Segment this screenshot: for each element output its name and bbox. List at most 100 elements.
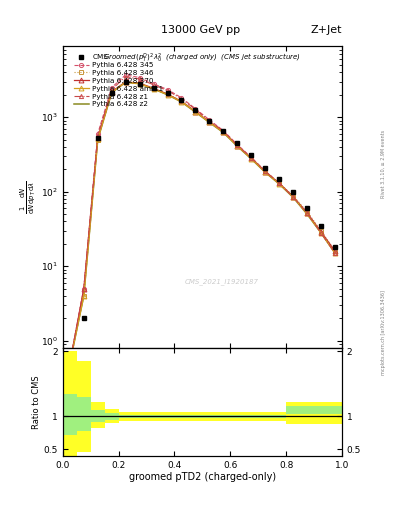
CMS <box>221 127 226 134</box>
Pythia 6.428 345 <box>249 154 253 160</box>
Pythia 6.428 346 <box>151 86 156 92</box>
Pythia 6.428 345 <box>179 95 184 101</box>
Pythia 6.428 z1 <box>305 210 309 216</box>
Pythia 6.428 370 <box>95 135 100 141</box>
Pythia 6.428 345 <box>277 180 281 186</box>
CMS <box>332 244 337 250</box>
Pythia 6.428 370 <box>277 180 281 186</box>
Pythia 6.428 345 <box>95 131 100 137</box>
Pythia 6.428 z1 <box>81 286 86 292</box>
Pythia 6.428 346 <box>95 137 100 143</box>
Pythia 6.428 z1 <box>95 133 100 139</box>
Pythia 6.428 z1 <box>123 74 128 80</box>
Pythia 6.428 370 <box>193 109 198 115</box>
Y-axis label: Ratio to CMS: Ratio to CMS <box>32 375 41 429</box>
Pythia 6.428 z2 <box>235 143 240 150</box>
Pythia 6.428 z2 <box>68 360 72 366</box>
Pythia 6.428 z2 <box>165 92 170 98</box>
Pythia 6.428 370 <box>332 248 337 254</box>
CMS <box>277 176 281 182</box>
Pythia 6.428 z1 <box>193 106 198 113</box>
Pythia 6.428 z2 <box>207 119 212 125</box>
Pythia 6.428 ambt1 <box>207 119 212 125</box>
Pythia 6.428 ambt1 <box>305 210 309 217</box>
Pythia 6.428 345 <box>332 250 337 256</box>
Pythia 6.428 z1 <box>277 180 281 186</box>
Pythia 6.428 370 <box>305 210 309 216</box>
Pythia 6.428 z2 <box>332 250 337 256</box>
Pythia 6.428 345 <box>193 105 198 112</box>
Text: Rivet 3.1.10, ≥ 2.9M events: Rivet 3.1.10, ≥ 2.9M events <box>381 130 386 198</box>
Pythia 6.428 370 <box>109 89 114 95</box>
Text: Groomed$(p_T^D)^2\lambda_0^2$  (charged only)  (CMS jet substructure): Groomed$(p_T^D)^2\lambda_0^2$ (charged o… <box>103 52 301 66</box>
Pythia 6.428 345 <box>291 194 296 200</box>
CMS <box>249 152 253 158</box>
CMS <box>165 90 170 96</box>
Pythia 6.428 ambt1 <box>249 156 253 162</box>
CMS <box>179 97 184 103</box>
Pythia 6.428 346 <box>332 248 337 254</box>
Pythia 6.428 z1 <box>319 230 323 236</box>
Pythia 6.428 z1 <box>68 360 72 366</box>
Pythia 6.428 345 <box>207 117 212 123</box>
Pythia 6.428 345 <box>319 230 323 236</box>
Pythia 6.428 ambt1 <box>291 194 296 200</box>
Pythia 6.428 z2 <box>123 79 128 86</box>
Pythia 6.428 346 <box>68 360 72 366</box>
Pythia 6.428 346 <box>221 129 226 135</box>
Pythia 6.428 346 <box>207 118 212 124</box>
CMS <box>151 84 156 91</box>
CMS <box>319 223 323 229</box>
CMS <box>109 90 114 96</box>
Pythia 6.428 370 <box>123 79 128 85</box>
Pythia 6.428 345 <box>305 210 309 216</box>
CMS <box>68 360 72 366</box>
Text: 13000 GeV pp: 13000 GeV pp <box>161 25 240 35</box>
Pythia 6.428 346 <box>319 227 323 233</box>
Pythia 6.428 z1 <box>235 142 240 148</box>
Pythia 6.428 370 <box>81 286 86 292</box>
Pythia 6.428 345 <box>123 72 128 78</box>
CMS <box>81 315 86 322</box>
Pythia 6.428 z1 <box>249 155 253 161</box>
Pythia 6.428 z1 <box>109 87 114 93</box>
Pythia 6.428 345 <box>81 286 86 292</box>
Line: Pythia 6.428 346: Pythia 6.428 346 <box>68 80 337 365</box>
Pythia 6.428 z1 <box>332 250 337 256</box>
Text: CMS_2021_I1920187: CMS_2021_I1920187 <box>185 278 259 285</box>
Pythia 6.428 z2 <box>179 99 184 105</box>
CMS <box>123 78 128 84</box>
Pythia 6.428 z2 <box>305 211 309 217</box>
Pythia 6.428 ambt1 <box>221 129 226 135</box>
Pythia 6.428 ambt1 <box>151 86 156 92</box>
X-axis label: groomed pTD2 (charged-only): groomed pTD2 (charged-only) <box>129 472 276 482</box>
Pythia 6.428 ambt1 <box>235 143 240 149</box>
Pythia 6.428 346 <box>249 155 253 161</box>
CMS <box>95 135 100 141</box>
Pythia 6.428 346 <box>235 142 240 148</box>
Line: Pythia 6.428 345: Pythia 6.428 345 <box>68 73 337 365</box>
CMS <box>263 164 268 170</box>
Line: Pythia 6.428 370: Pythia 6.428 370 <box>68 79 337 366</box>
Pythia 6.428 ambt1 <box>179 99 184 105</box>
CMS <box>291 188 296 195</box>
Pythia 6.428 z2 <box>263 169 268 176</box>
Pythia 6.428 ambt1 <box>319 230 323 236</box>
Pythia 6.428 345 <box>165 87 170 93</box>
CMS <box>193 107 198 113</box>
Pythia 6.428 370 <box>137 80 142 86</box>
Pythia 6.428 345 <box>137 75 142 81</box>
Y-axis label: $\frac{1}{\mathrm{d}N}\frac{\mathrm{d}N}{\mathrm{d}p_T\,\mathrm{d}\lambda}$: $\frac{1}{\mathrm{d}N}\frac{\mathrm{d}N}… <box>19 180 38 214</box>
Pythia 6.428 z2 <box>193 109 198 115</box>
Pythia 6.428 370 <box>165 91 170 97</box>
Line: CMS: CMS <box>68 79 337 366</box>
Line: Pythia 6.428 z1: Pythia 6.428 z1 <box>68 75 337 365</box>
Pythia 6.428 346 <box>123 79 128 85</box>
Pythia 6.428 ambt1 <box>123 79 128 85</box>
Pythia 6.428 346 <box>193 108 198 114</box>
Pythia 6.428 345 <box>151 81 156 87</box>
Pythia 6.428 z2 <box>151 86 156 92</box>
Pythia 6.428 346 <box>81 293 86 299</box>
CMS <box>235 140 240 146</box>
Text: Z+Jet: Z+Jet <box>310 25 342 35</box>
